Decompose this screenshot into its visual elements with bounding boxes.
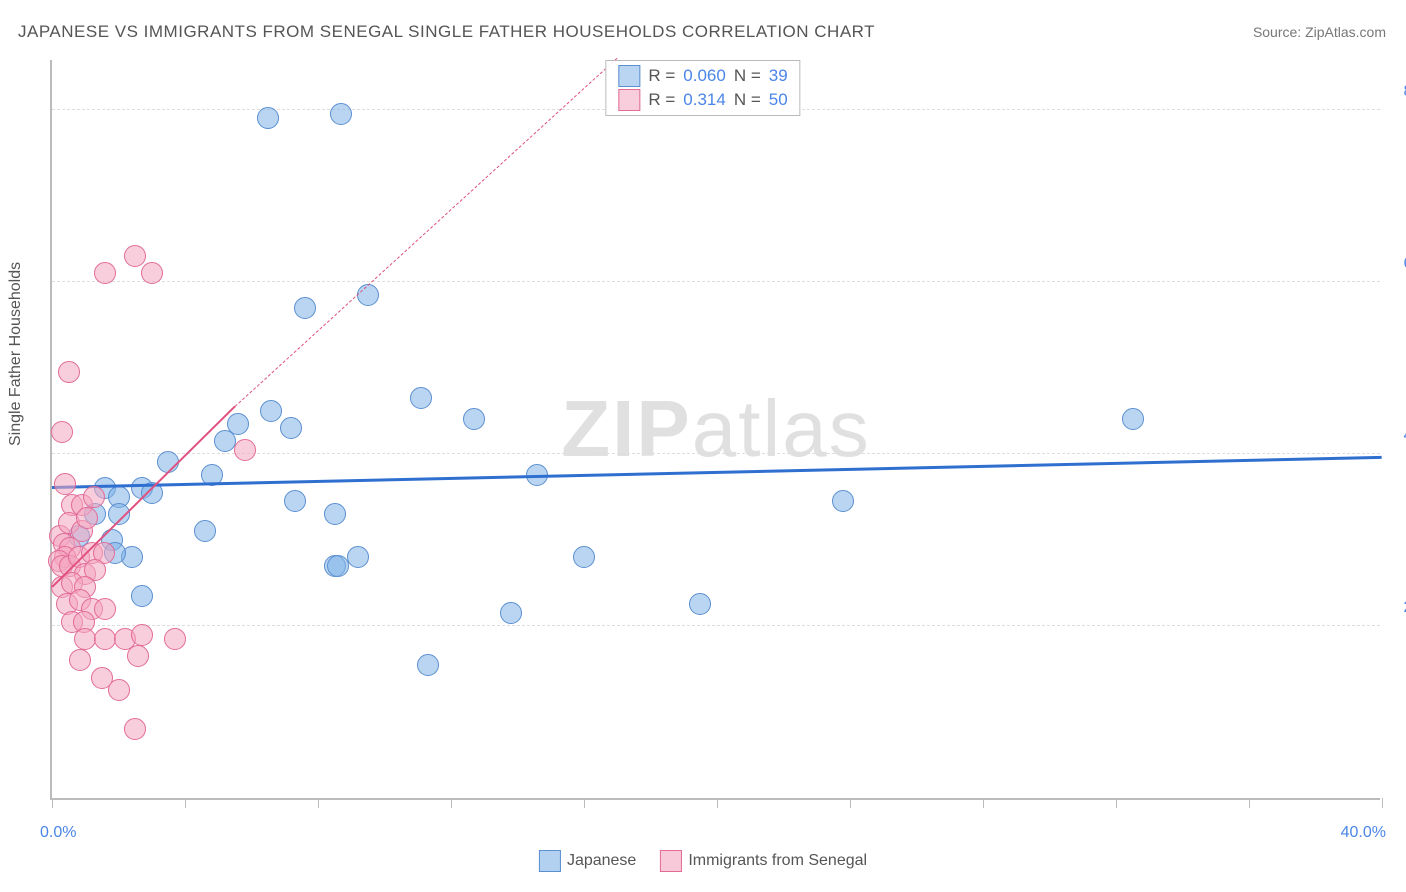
gridline (52, 281, 1380, 282)
x-tick (1249, 798, 1250, 808)
legend-swatch (618, 65, 640, 87)
x-tick (451, 798, 452, 808)
scatter-point (141, 262, 163, 284)
scatter-point (94, 628, 116, 650)
chart-title: JAPANESE VS IMMIGRANTS FROM SENEGAL SING… (18, 22, 875, 42)
legend-swatch (618, 89, 640, 111)
scatter-point (124, 718, 146, 740)
scatter-point (357, 284, 379, 306)
scatter-point (94, 262, 116, 284)
stat-label: R = (648, 66, 675, 86)
scatter-point (69, 649, 91, 671)
scatter-point (463, 408, 485, 430)
scatter-point (108, 679, 130, 701)
scatter-point (417, 654, 439, 676)
x-tick (850, 798, 851, 808)
x-tick (318, 798, 319, 808)
scatter-point (500, 602, 522, 624)
scatter-point (327, 555, 349, 577)
scatter-point (260, 400, 282, 422)
scatter-point (54, 473, 76, 495)
x-axis-max-label: 40.0% (1341, 824, 1386, 842)
scatter-point (214, 430, 236, 452)
scatter-point (573, 546, 595, 568)
scatter-point (127, 645, 149, 667)
scatter-point (51, 421, 73, 443)
plot-area: ZIPatlas 2.0%4.0%6.0%8.0% (50, 60, 1380, 800)
scatter-point (410, 387, 432, 409)
correlation-chart: JAPANESE VS IMMIGRANTS FROM SENEGAL SING… (0, 0, 1406, 892)
legend-item: Immigrants from Senegal (660, 850, 867, 872)
scatter-point (294, 297, 316, 319)
x-tick (185, 798, 186, 808)
scatter-point (832, 490, 854, 512)
scatter-point (1122, 408, 1144, 430)
stat-label: R = (648, 90, 675, 110)
y-axis-title: Single Father Households (7, 262, 25, 446)
stat-value-n: 39 (769, 66, 788, 86)
scatter-point (324, 503, 346, 525)
scatter-point (347, 546, 369, 568)
stat-label: N = (734, 90, 761, 110)
scatter-point (74, 628, 96, 650)
x-tick (1116, 798, 1117, 808)
chart-source: Source: ZipAtlas.com (1253, 24, 1386, 40)
legend-label: Immigrants from Senegal (688, 852, 867, 869)
watermark: ZIPatlas (561, 383, 870, 475)
scatter-point (124, 245, 146, 267)
gridline (52, 625, 1380, 626)
scatter-point (58, 361, 80, 383)
x-tick (584, 798, 585, 808)
scatter-point (689, 593, 711, 615)
scatter-point (83, 486, 105, 508)
x-tick (52, 798, 53, 808)
legend-item: Japanese (539, 850, 636, 872)
stat-value-r: 0.060 (683, 66, 726, 86)
legend-swatch (539, 850, 561, 872)
bottom-legend: Japanese Immigrants from Senegal (539, 850, 867, 872)
legend-label: Japanese (567, 852, 636, 869)
scatter-point (94, 598, 116, 620)
scatter-point (131, 585, 153, 607)
scatter-point (257, 107, 279, 129)
scatter-point (76, 507, 98, 529)
stat-value-r: 0.314 (683, 90, 726, 110)
stats-legend-box: R = 0.060 N = 39 R = 0.314 N = 50 (605, 60, 800, 116)
scatter-point (194, 520, 216, 542)
scatter-point (164, 628, 186, 650)
x-axis-min-label: 0.0% (40, 824, 76, 842)
scatter-point (330, 103, 352, 125)
x-tick (1382, 798, 1383, 808)
x-tick (717, 798, 718, 808)
scatter-point (131, 624, 153, 646)
stat-label: N = (734, 66, 761, 86)
scatter-point (280, 417, 302, 439)
scatter-point (234, 439, 256, 461)
legend-swatch (660, 850, 682, 872)
x-tick (983, 798, 984, 808)
trend-line (52, 456, 1382, 489)
scatter-point (284, 490, 306, 512)
stat-value-n: 50 (769, 90, 788, 110)
